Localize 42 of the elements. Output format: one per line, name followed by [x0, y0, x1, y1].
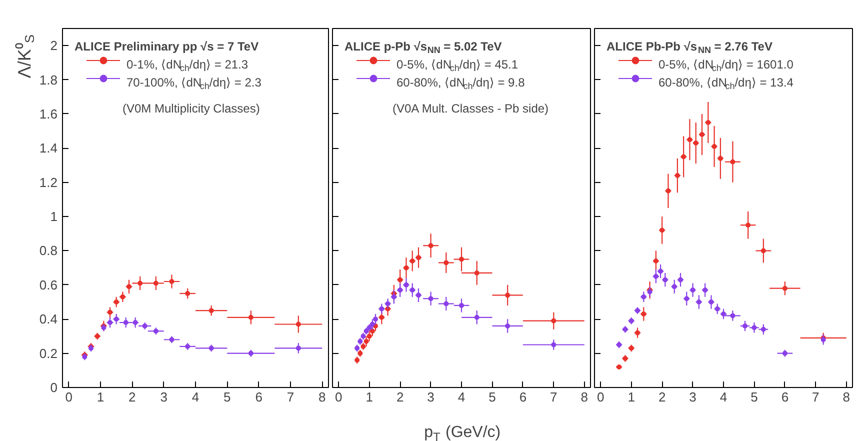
x-tick-label: 6: [519, 390, 527, 404]
y-tick-label: 1.6: [39, 106, 58, 122]
x-tick-label: 6: [255, 390, 262, 404]
x-tick-label: 1: [96, 390, 104, 404]
x-tick-label: 1: [628, 390, 635, 404]
x-tick-label: 6: [781, 390, 789, 404]
x-tick-label: 4: [458, 390, 466, 404]
y-axis-title: Λ/K⁰S: [14, 34, 38, 78]
x-tick-label: 5: [750, 390, 758, 404]
text: ALICE Preliminary pp √s = 7 TeV: [74, 40, 259, 54]
x-tick-label: 5: [488, 390, 496, 404]
x-tick-label: 7: [812, 390, 820, 404]
x-tick-label: 0: [335, 390, 342, 404]
y-tick-label: 1.8: [39, 72, 58, 88]
y-tick-label: 2: [50, 38, 58, 54]
y-tick-label: 0: [50, 380, 58, 395]
y-tick-label: 1.2: [39, 174, 58, 190]
x-tick-label: 4: [192, 390, 200, 404]
x-tick-label: 3: [427, 390, 434, 404]
y-tick-label: 1.4: [39, 140, 58, 156]
x-tick-label: 8: [580, 390, 588, 404]
x-tick-label: 2: [396, 390, 404, 404]
x-tick-label: 7: [286, 390, 294, 404]
x-tick-label: 8: [842, 390, 850, 404]
x-tick-label: 3: [160, 390, 168, 404]
y-tick-label: 0.4: [39, 312, 58, 327]
annotation: (V0A Mult. Classes - Pb side): [392, 102, 549, 116]
y-tick-label: 0.6: [39, 277, 58, 292]
x-tick-label: 0: [597, 390, 604, 404]
x-tick-label: 0: [65, 390, 72, 404]
x-tick-label: 8: [318, 390, 326, 404]
annotation: (V0M Multiplicity Classes): [122, 102, 260, 116]
x-tick-label: 5: [224, 390, 231, 404]
x-tick-label: 3: [689, 390, 696, 404]
y-tick-label: 0.8: [39, 243, 58, 258]
x-tick-label: 1: [366, 390, 373, 404]
x-tick-label: 7: [550, 390, 558, 404]
x-tick-label: 2: [128, 390, 136, 404]
x-tick-label: 4: [720, 390, 728, 404]
x-tick-label: 2: [658, 390, 666, 404]
y-tick-label: 0.2: [39, 346, 58, 361]
y-tick-label: 1: [50, 209, 58, 224]
